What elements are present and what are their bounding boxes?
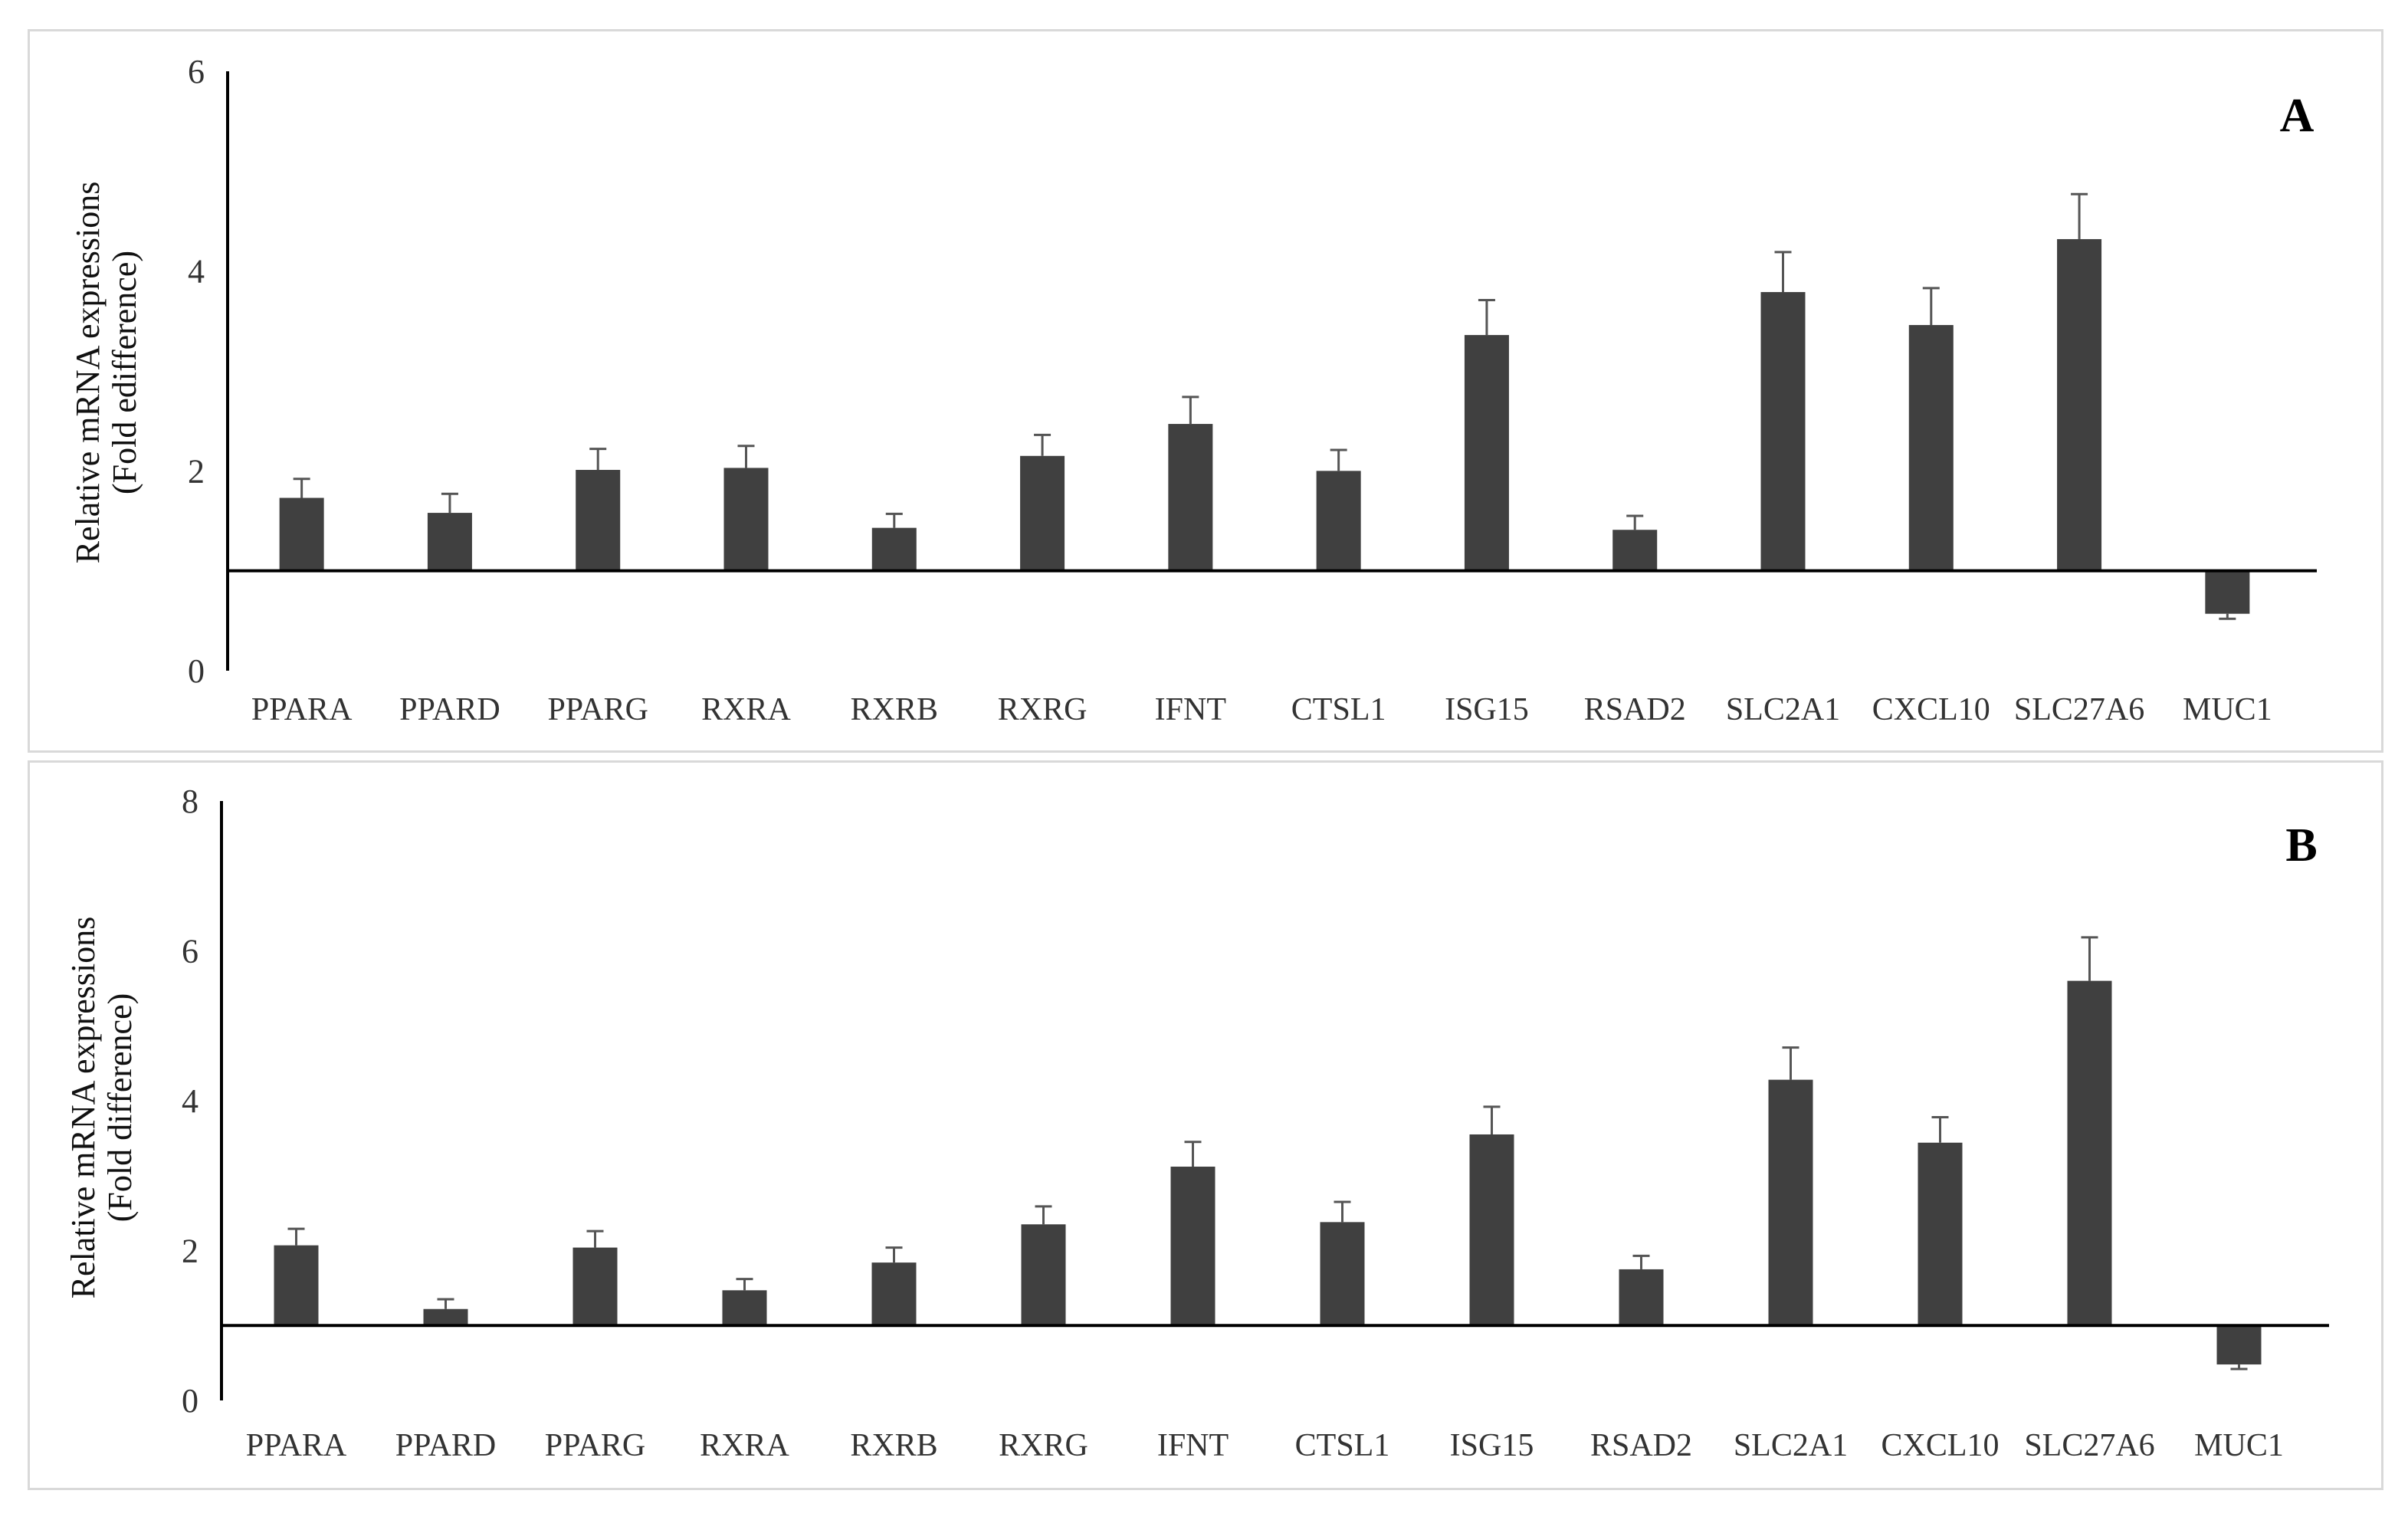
- bar-cxcl10: [1918, 1142, 1963, 1326]
- bar-rxrb: [871, 527, 917, 571]
- bar-isg15: [1464, 335, 1509, 571]
- y-tick-label: 6: [182, 933, 198, 970]
- chart-panel-b: 0 2 4 6 8 PPARA PPARD PPARG RXRA RXRB RXRG IFNT CTSL…: [28, 760, 2383, 1490]
- x-category-label: RSAD2: [1590, 1428, 1692, 1463]
- chart-panel-a: 0 2 4 6 PPARA PPARD PPARG RXRA RXRB RXRG IFNT CTSL1…: [28, 29, 2383, 753]
- bar-ppara: [274, 1245, 319, 1326]
- bar-ctsl1: [1316, 471, 1361, 571]
- bar-rxra: [723, 468, 769, 571]
- x-category-label: SLC27A6: [2014, 692, 2144, 727]
- bar-rsad2: [1619, 1269, 1664, 1326]
- x-category-label: PPARG: [547, 692, 648, 727]
- bar-ifnt: [1170, 1167, 1215, 1326]
- x-category-label: RXRA: [700, 1428, 789, 1463]
- x-category-label: RXRB: [851, 692, 938, 727]
- y-tick-label: 2: [182, 1233, 198, 1270]
- x-category-label: RXRG: [998, 692, 1088, 727]
- x-category-label: IFNT: [1155, 692, 1226, 727]
- bar-ppard: [427, 513, 472, 571]
- bar-slc27a6: [2057, 238, 2102, 571]
- panel-letter: B: [2285, 819, 2317, 872]
- bar-ppard: [423, 1308, 468, 1326]
- bar-slc2a1: [1760, 292, 1806, 571]
- bar-rxrg: [1021, 1224, 1066, 1326]
- y-axis-label: Relative mRNA expressions (Fold edifferen…: [69, 182, 143, 564]
- bar-rsad2: [1612, 530, 1658, 571]
- bar-ppara: [279, 497, 324, 571]
- x-category-label: RXRA: [701, 692, 791, 727]
- bar-cxcl10: [1908, 325, 1954, 571]
- bar-muc1: [2205, 570, 2250, 614]
- bar-pparg: [576, 470, 621, 571]
- bar-chart-b: 0 2 4 6 8 PPARA PPARD PPARG RXRA RXRB RXRG IFNT CTSL…: [64, 783, 2329, 1463]
- bar-pparg: [572, 1247, 618, 1326]
- x-category-label: IFNT: [1157, 1428, 1229, 1463]
- x-category-label: PPARD: [395, 1428, 497, 1463]
- bar-rxrb: [871, 1262, 917, 1326]
- y-tick-label: 8: [182, 783, 198, 820]
- bar-muc1: [2216, 1325, 2262, 1365]
- x-category-label: CTSL1: [1295, 1428, 1390, 1463]
- x-category-label: SLC27A6: [2024, 1428, 2154, 1463]
- y-axis-label: Relative mRNA expressions (Fold differenc…: [64, 917, 139, 1299]
- x-category-label: ISG15: [1450, 1428, 1534, 1463]
- y-tick-label: 0: [182, 1382, 198, 1420]
- x-category-label: CXCL10: [1881, 1428, 1999, 1463]
- bar-rxrg: [1020, 455, 1065, 571]
- bar-slc2a1: [1768, 1079, 1813, 1326]
- y-axis-label-line: (Fold difference): [101, 993, 139, 1223]
- x-category-label: CTSL1: [1291, 692, 1386, 727]
- x-category-label: PPARA: [246, 1428, 347, 1463]
- y-axis-label-line: Relative mRNA expressions: [64, 917, 102, 1299]
- x-category-label: RXRG: [999, 1428, 1088, 1463]
- x-category-label: SLC2A1: [1726, 692, 1840, 727]
- bar-ifnt: [1168, 424, 1213, 571]
- x-category-label: ISG15: [1445, 692, 1529, 727]
- x-category-label: SLC2A1: [1734, 1428, 1848, 1463]
- x-category-label: PPARG: [545, 1428, 646, 1463]
- x-category-label: MUC1: [2183, 692, 2272, 727]
- y-tick-label: 0: [188, 652, 205, 690]
- y-tick-label: 4: [188, 253, 205, 291]
- x-category-label: PPARA: [251, 692, 353, 727]
- bar-isg15: [1469, 1134, 1514, 1326]
- bar-chart-a: 0 2 4 6 PPARA PPARD PPARG RXRA RXRB RXRG IFNT CTSL1…: [69, 53, 2317, 727]
- bar-ctsl1: [1320, 1222, 1365, 1326]
- x-category-label: MUC1: [2194, 1428, 2284, 1463]
- panel-letter: A: [2280, 90, 2315, 142]
- bar-slc27a6: [2067, 980, 2112, 1326]
- x-category-label: PPARD: [399, 692, 500, 727]
- y-axis-label-line: Relative mRNA expressions: [69, 182, 107, 564]
- y-tick-label: 2: [188, 452, 205, 490]
- y-tick-label: 4: [182, 1082, 198, 1120]
- y-axis-label-line: (Fold edifference): [106, 251, 143, 494]
- x-category-label: RXRB: [850, 1428, 937, 1463]
- bar-rxra: [722, 1290, 767, 1326]
- x-category-label: RSAD2: [1584, 692, 1686, 727]
- x-category-label: CXCL10: [1872, 692, 1990, 727]
- y-tick-label: 6: [188, 53, 205, 90]
